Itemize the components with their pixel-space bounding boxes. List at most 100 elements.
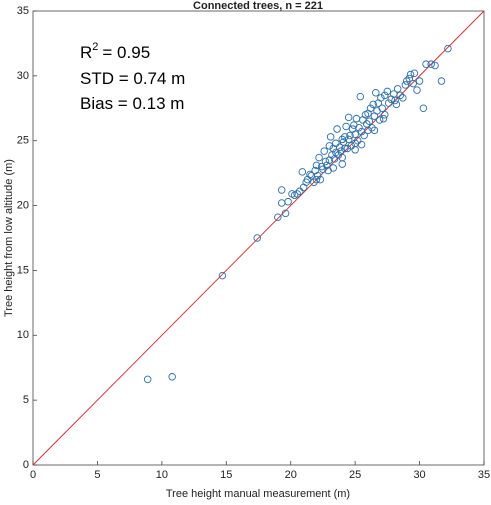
scatter-point xyxy=(298,168,307,176)
scatter-point xyxy=(381,91,389,100)
scatter-point xyxy=(378,104,386,113)
scatter-point xyxy=(422,60,430,68)
y-tick-label: 0 xyxy=(23,459,29,471)
annotation-std: STD = 0.74 m xyxy=(80,69,185,88)
scatter-point xyxy=(406,70,415,79)
reference-line xyxy=(32,10,485,466)
scatter-point xyxy=(332,139,340,148)
y-tick-label: 5 xyxy=(23,394,29,406)
r2-base: R xyxy=(80,43,92,62)
x-tick-label: 25 xyxy=(349,469,361,481)
scatter-point xyxy=(338,160,347,168)
scatter-point xyxy=(321,157,330,166)
y-tick-label: 10 xyxy=(17,329,29,341)
scatter-point xyxy=(372,88,380,97)
scatter-point xyxy=(366,104,375,113)
scatter-point xyxy=(346,131,354,140)
scatter-point xyxy=(356,92,365,101)
scatter-point xyxy=(409,79,417,88)
scatter-point xyxy=(368,123,376,132)
scatter-point xyxy=(314,171,322,180)
scatter-point xyxy=(295,187,304,196)
scatter-point xyxy=(347,142,356,150)
x-tick-label: 0 xyxy=(30,469,36,481)
scatter-point xyxy=(370,126,379,135)
scatter-point xyxy=(344,113,353,122)
scatter-point xyxy=(284,197,292,206)
scatter-point xyxy=(402,77,411,85)
scatter-point xyxy=(360,131,368,140)
y-tick-label: 15 xyxy=(17,264,29,276)
scatter-point xyxy=(410,69,419,78)
scatter-point xyxy=(329,164,337,172)
scatter-point xyxy=(351,130,359,138)
y-axis-label: Tree height from low altitude (m) xyxy=(3,159,15,317)
y-tick-label: 20 xyxy=(17,199,29,211)
x-tick-label: 5 xyxy=(94,469,100,481)
scatter-point xyxy=(253,234,261,242)
scatter-point xyxy=(334,151,343,159)
scatter-point xyxy=(312,161,321,170)
x-tick-label: 35 xyxy=(478,469,490,481)
scatter-point xyxy=(143,375,152,384)
scatter-point xyxy=(277,186,286,194)
scatter-point xyxy=(355,123,363,132)
scatter-point xyxy=(274,213,282,221)
r2-sup: 2 xyxy=(92,41,98,53)
scatter-point xyxy=(341,133,349,141)
scatter-point xyxy=(413,86,421,94)
scatter-point xyxy=(405,74,414,83)
scatter-point xyxy=(341,144,349,153)
scatter-point xyxy=(427,60,435,68)
scatter-point xyxy=(319,165,327,174)
scatter-point xyxy=(325,142,334,150)
scatter-point xyxy=(401,81,410,89)
scatter-point xyxy=(396,91,404,100)
scatter-point xyxy=(168,373,176,381)
scatter-point xyxy=(391,96,399,105)
scatter-point xyxy=(384,99,393,107)
scatter-point xyxy=(357,140,366,149)
y-tick-label: 30 xyxy=(17,70,29,82)
x-tick-label: 30 xyxy=(413,469,425,481)
scatter-point xyxy=(293,190,301,198)
scatter-point xyxy=(218,271,227,280)
scatter-point xyxy=(369,100,377,109)
scatter-point xyxy=(332,148,340,157)
scatter-point xyxy=(312,175,321,184)
scatter-point xyxy=(306,170,314,179)
scatter-point xyxy=(344,135,353,144)
scatter-point xyxy=(381,111,389,119)
scatter-point xyxy=(315,153,323,162)
scatter-point xyxy=(377,94,385,102)
scatter-point xyxy=(326,133,335,141)
y-tick-label: 35 xyxy=(17,5,29,17)
scatter-point xyxy=(352,114,361,123)
annotation-r2: R2 = 0.95 xyxy=(80,41,150,62)
scatter-point xyxy=(333,125,341,133)
scatter-point xyxy=(353,136,362,145)
scatter-point xyxy=(399,94,407,102)
x-axis-label: Tree height manual measurement (m) xyxy=(166,488,350,500)
scatter-point xyxy=(375,116,384,124)
scatter-point xyxy=(419,104,428,113)
scatter-point xyxy=(342,122,350,131)
annotation-bias: Bias = 0.13 m xyxy=(80,94,184,113)
scatter-point xyxy=(383,87,392,96)
scatter-point xyxy=(351,146,359,154)
r2-rest: = 0.95 xyxy=(102,43,150,62)
y-tick-label: 25 xyxy=(17,135,29,147)
plot-frame xyxy=(32,10,485,466)
scatter-point xyxy=(415,77,424,85)
scatter-point xyxy=(444,44,452,53)
scatter-point xyxy=(437,77,446,85)
x-tick-label: 15 xyxy=(220,469,232,481)
scatter-point xyxy=(393,85,402,93)
scatter-point xyxy=(335,143,344,151)
x-tick-label: 10 xyxy=(156,469,168,481)
scatter-point xyxy=(320,147,328,155)
scatter-point xyxy=(431,61,439,70)
scatter-point xyxy=(316,175,325,184)
chart-title: Connected trees, n = 221 xyxy=(193,0,323,12)
